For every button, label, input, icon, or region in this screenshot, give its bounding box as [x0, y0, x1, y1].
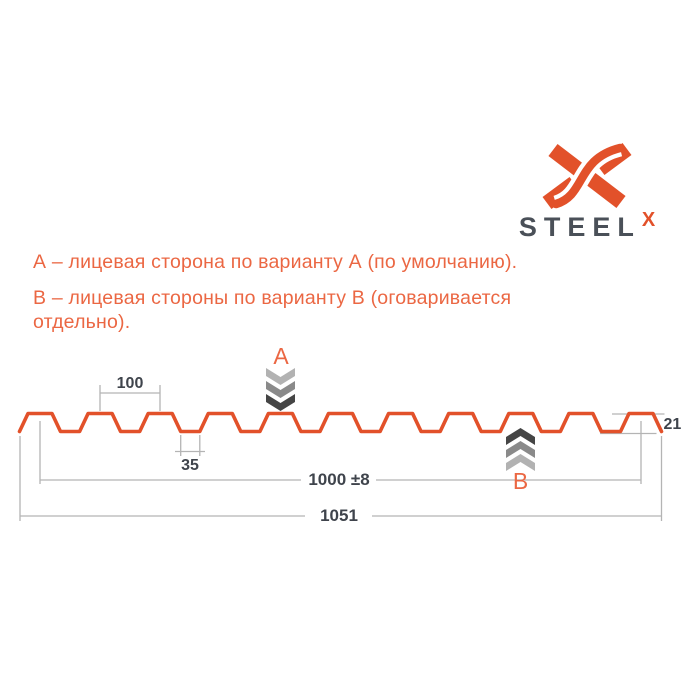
- dim-overall-width: 1051: [19, 436, 663, 525]
- working-width-value: 1000 ±8: [308, 470, 369, 489]
- note-variant-a: А – лицевая сторона по варианту А (по ум…: [33, 251, 518, 273]
- rib-bottom-width-value: 35: [181, 457, 199, 474]
- steelx-wordmark: STEEL X: [518, 210, 655, 242]
- overall-width-value: 1051: [320, 506, 358, 525]
- brand-x-suffix: X: [641, 209, 656, 231]
- dim-rib-pitch: 100: [99, 375, 161, 411]
- chevron-up-icon: [506, 454, 535, 471]
- steelx-logo-x-icon: [542, 139, 632, 213]
- chevron-down-icon: [266, 394, 295, 411]
- marker-face-a: A: [266, 343, 295, 411]
- chevron-down-icon: [266, 368, 295, 385]
- face-a-label: A: [273, 343, 289, 369]
- chevron-down-icon: [266, 381, 295, 398]
- dim-working-width: 1000 ±8: [39, 421, 642, 489]
- logo-s-ribbon: [551, 143, 625, 209]
- steelx-logo: STEEL X: [512, 139, 662, 242]
- note-variant-b: В – лицевая стороны по варианту В (огова…: [33, 287, 512, 333]
- face-variant-notes: А – лицевая сторона по варианту А (по ум…: [33, 250, 593, 346]
- rib-pitch-value: 100: [117, 375, 144, 392]
- profile-height-value: 21: [664, 416, 682, 433]
- dim-rib-bottom-width: 35: [175, 435, 205, 474]
- chevron-up-icon: [506, 441, 535, 458]
- sheet-profile-outline: [17, 411, 664, 434]
- marker-face-b: B: [506, 428, 535, 494]
- brand-name-text: STEEL: [518, 212, 641, 242]
- chevron-up-icon: [506, 428, 535, 445]
- face-b-label: B: [513, 468, 528, 494]
